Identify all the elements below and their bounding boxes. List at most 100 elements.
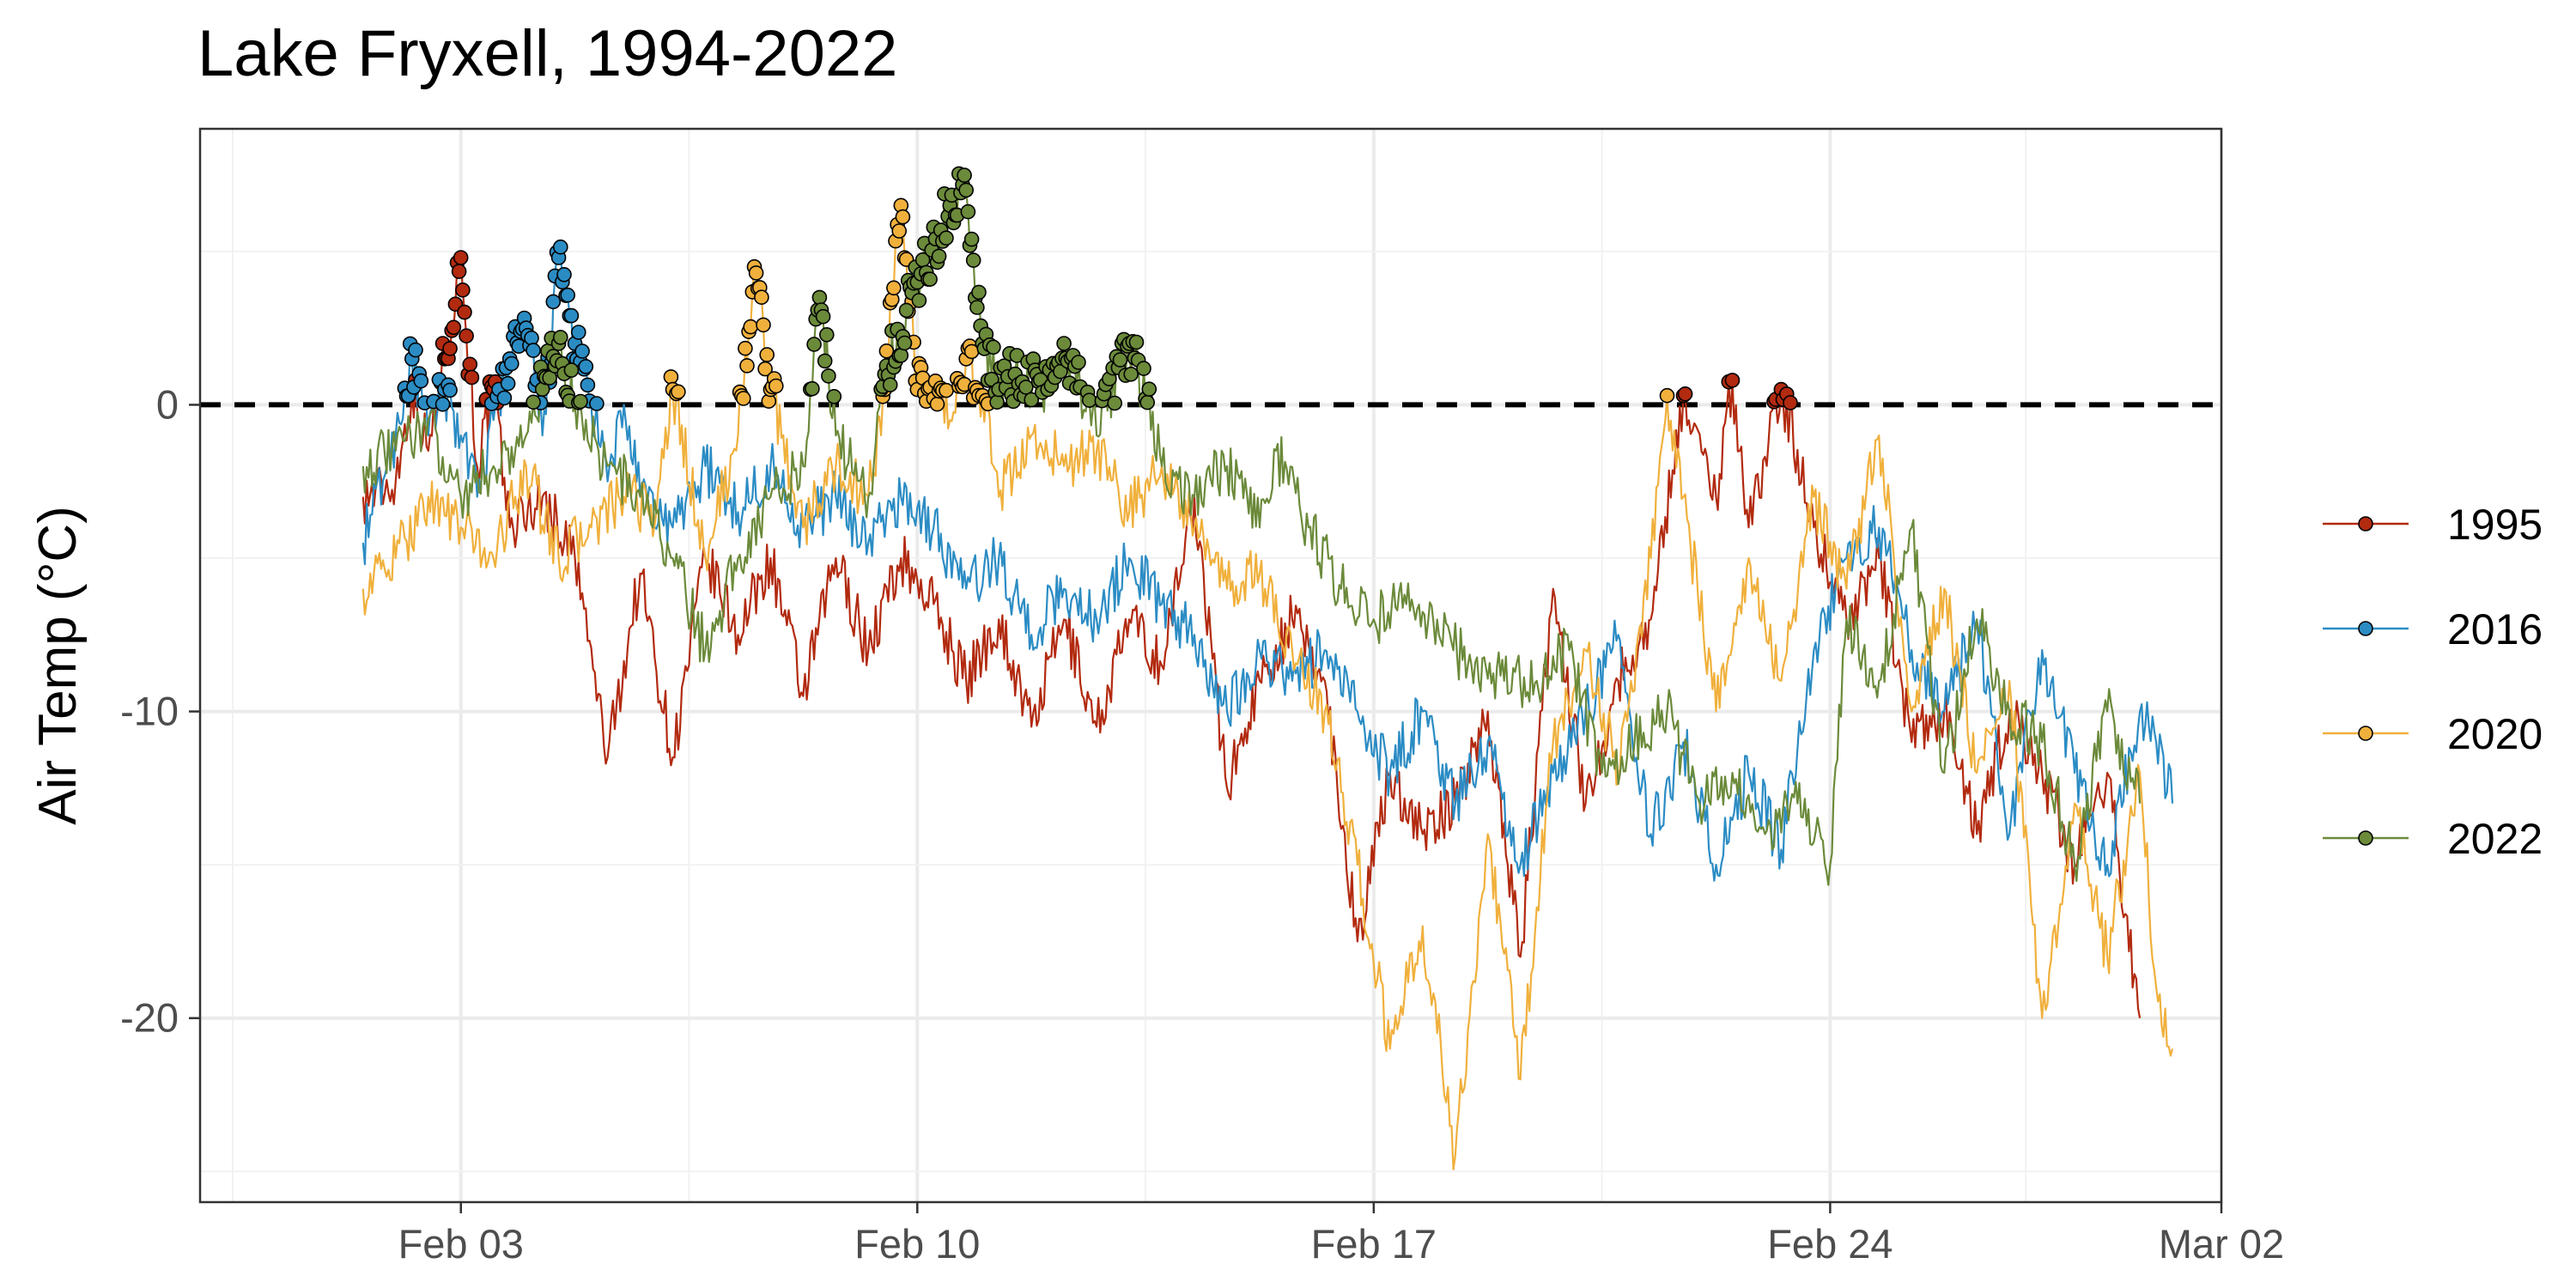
point-2022	[965, 252, 981, 268]
y-axis-title: Air Temp (°C)	[28, 506, 88, 825]
legend: 1995 2016 2020 2022	[2323, 501, 2543, 863]
legend-swatch-point-2022	[2358, 830, 2373, 846]
point-2016	[524, 330, 539, 346]
point-2022	[1123, 366, 1139, 382]
point-2022	[898, 302, 914, 319]
point-2016	[552, 239, 568, 255]
point-2022	[1112, 352, 1128, 368]
point-2022	[1107, 395, 1122, 411]
point-2016	[503, 355, 519, 372]
point-2020	[738, 340, 753, 356]
point-2022	[818, 326, 835, 343]
series-line-2016	[361, 246, 2174, 882]
point-2022	[922, 271, 938, 288]
point-2022	[1128, 334, 1145, 350]
legend-swatch-point-1995	[2358, 516, 2373, 532]
point-2020	[743, 319, 759, 335]
legend-label-2020: 2020	[2447, 710, 2543, 758]
point-2022	[815, 308, 831, 325]
legend-label-2016: 2016	[2447, 605, 2543, 653]
point-2016	[500, 375, 516, 392]
point-2022	[1018, 380, 1034, 395]
x-tick-label: Feb 03	[398, 1221, 524, 1267]
point-2016	[526, 343, 541, 358]
point-2020	[886, 280, 902, 296]
points-layer	[397, 166, 1798, 412]
series-layer	[361, 173, 2174, 1171]
point-2022	[911, 293, 927, 308]
series-line-2022	[361, 173, 2142, 886]
point-2022	[552, 330, 568, 345]
point-1995	[1724, 373, 1741, 388]
point-2022	[817, 353, 833, 369]
point-2020	[756, 317, 771, 333]
point-2022	[896, 335, 913, 351]
point-2020	[939, 382, 954, 398]
point-2022	[963, 231, 980, 247]
point-2022	[939, 230, 954, 246]
point-2022	[893, 348, 909, 363]
point-1995	[453, 250, 469, 265]
point-2022	[1136, 361, 1151, 376]
point-2020	[671, 384, 686, 400]
chart-title: Lake Fryxell, 1994-2022	[197, 17, 897, 90]
point-2016	[570, 325, 586, 340]
point-2020	[748, 265, 764, 281]
point-2016	[434, 396, 451, 412]
point-2020	[895, 209, 911, 225]
point-2016	[589, 396, 605, 411]
x-tick-label: Feb 10	[854, 1221, 980, 1267]
point-2020	[735, 391, 751, 406]
point-2022	[1139, 394, 1155, 410]
point-1995	[462, 356, 478, 373]
point-2022	[957, 167, 972, 183]
legend-swatch-point-2020	[2358, 726, 2373, 741]
point-2022	[806, 337, 822, 352]
y-tick-label: 0	[156, 381, 179, 427]
legend-label-2022: 2022	[2447, 815, 2543, 863]
point-2016	[496, 390, 513, 406]
point-2022	[882, 377, 898, 393]
point-2016	[556, 266, 572, 283]
series-line-2020	[361, 204, 2174, 1171]
point-1995	[457, 304, 472, 320]
point-2022	[969, 300, 985, 315]
point-1995	[1677, 386, 1693, 402]
point-1995	[459, 328, 474, 344]
point-2022	[573, 393, 588, 410]
point-2016	[563, 307, 580, 324]
legend-swatch-point-2016	[2358, 621, 2373, 636]
series-line-1995	[361, 256, 2142, 1018]
point-2022	[563, 362, 580, 378]
point-2020	[663, 369, 679, 385]
point-2016	[442, 382, 458, 398]
point-2022	[986, 339, 1001, 355]
legend-label-1995: 1995	[2447, 501, 2543, 549]
point-2020	[759, 347, 775, 362]
point-2020	[929, 396, 945, 412]
point-2022	[958, 182, 974, 198]
point-2020	[768, 378, 784, 394]
point-2022	[526, 394, 541, 410]
point-1995	[446, 319, 462, 336]
point-2022	[821, 368, 836, 384]
point-2020	[891, 223, 907, 239]
x-axis: Feb 03 Feb 10 Feb 17 Feb 24 Mar 02	[398, 1202, 2284, 1267]
y-tick-label: -20	[120, 995, 179, 1041]
point-2016	[408, 342, 423, 358]
point-1995	[451, 264, 467, 279]
point-2016	[578, 359, 594, 374]
point-1995	[1783, 395, 1798, 410]
point-2016	[545, 294, 562, 310]
point-2022	[1056, 336, 1072, 351]
y-axis: 0 -10 -20	[120, 381, 200, 1041]
point-2016	[580, 377, 596, 393]
point-1995	[464, 369, 480, 386]
point-2020	[1659, 387, 1675, 404]
x-tick-label: Feb 17	[1311, 1221, 1437, 1267]
point-2016	[560, 287, 576, 303]
x-tick-label: Feb 24	[1767, 1221, 1893, 1267]
y-tick-label: -10	[120, 689, 179, 734]
point-2022	[931, 248, 947, 264]
plot-panel-border	[198, 127, 2223, 1204]
